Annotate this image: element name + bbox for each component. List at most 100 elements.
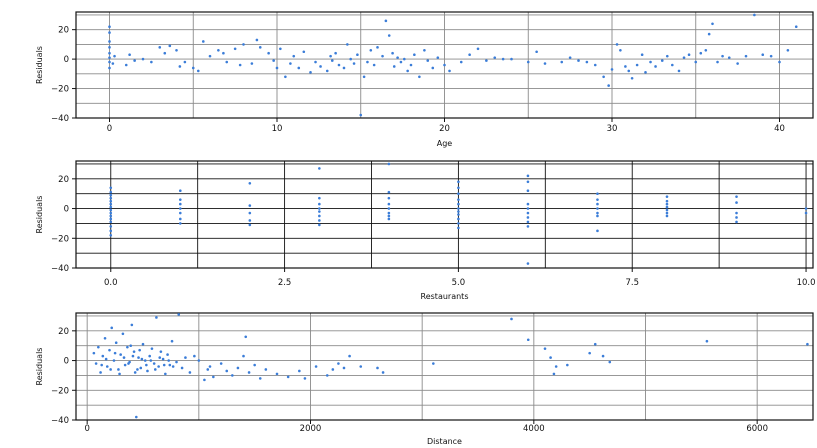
data-point — [108, 51, 111, 55]
data-point — [157, 365, 160, 368]
data-point — [94, 362, 98, 365]
data-point — [665, 205, 669, 209]
data-point — [133, 59, 136, 62]
data-point — [704, 48, 708, 52]
data-point — [476, 47, 480, 51]
data-point — [543, 347, 547, 350]
data-point — [264, 368, 268, 371]
data-point — [178, 211, 182, 215]
data-point — [168, 363, 172, 367]
data-point — [150, 347, 154, 350]
data-point — [735, 211, 738, 215]
data-point — [392, 65, 396, 68]
y-tick-label: 0 — [64, 357, 69, 367]
data-point — [436, 56, 440, 59]
y-tick-label: 0 — [64, 205, 69, 215]
data-point — [769, 54, 773, 58]
data-point — [168, 44, 172, 48]
data-point — [665, 54, 669, 58]
data-point — [109, 234, 113, 237]
data-point — [242, 354, 245, 358]
y-tick-label: 20 — [58, 175, 69, 185]
data-point — [535, 50, 538, 54]
data-point — [127, 362, 130, 365]
data-point — [526, 207, 530, 210]
data-point — [183, 60, 187, 64]
data-point — [166, 353, 169, 356]
data-point — [103, 336, 107, 340]
y-tick-label: 0 — [64, 55, 69, 65]
data-point — [113, 54, 116, 58]
x-tick-label: 20 — [439, 124, 450, 134]
data-point — [665, 214, 669, 218]
data-point — [158, 356, 162, 359]
data-point — [153, 368, 157, 371]
data-point — [108, 46, 111, 49]
data-point — [348, 354, 351, 358]
data-point — [372, 63, 376, 67]
data-point — [665, 208, 669, 212]
data-point — [387, 211, 391, 215]
data-point — [721, 54, 724, 58]
data-point — [119, 353, 122, 356]
data-point — [248, 223, 252, 227]
data-point — [585, 60, 589, 64]
data-point — [289, 62, 292, 65]
data-point — [212, 375, 215, 379]
data-point — [113, 351, 117, 355]
data-point — [159, 350, 163, 353]
data-point — [457, 226, 460, 230]
data-point — [286, 375, 290, 379]
x-tick-label: 0 — [84, 424, 89, 434]
data-point — [206, 368, 210, 371]
data-point — [526, 338, 530, 342]
data-point — [526, 216, 530, 219]
data-point — [170, 339, 174, 343]
data-point — [314, 365, 318, 368]
data-point — [682, 56, 686, 59]
data-point — [707, 32, 711, 36]
data-point — [601, 354, 605, 358]
data-point — [566, 363, 569, 367]
x-tick-label: 10 — [272, 124, 283, 134]
data-point — [457, 222, 460, 225]
data-point — [272, 59, 275, 62]
data-point — [297, 66, 301, 70]
data-point — [457, 207, 460, 210]
data-point — [177, 313, 181, 316]
data-point — [727, 56, 731, 59]
data-point — [279, 47, 282, 51]
data-point — [318, 207, 321, 210]
data-point — [109, 186, 113, 190]
data-point — [359, 365, 363, 368]
data-point — [794, 25, 798, 29]
data-point — [238, 63, 242, 67]
data-point — [231, 374, 234, 377]
data-point — [146, 369, 149, 373]
data-point — [109, 217, 113, 221]
data-point — [109, 196, 113, 200]
data-point — [596, 207, 599, 210]
data-point — [121, 332, 125, 336]
data-point — [665, 195, 669, 198]
data-point — [302, 50, 306, 54]
data-point — [318, 223, 321, 227]
data-point — [593, 63, 597, 67]
data-point — [665, 202, 669, 206]
data-point — [109, 193, 113, 197]
data-point — [325, 69, 329, 73]
data-point — [387, 207, 391, 210]
data-point — [109, 208, 113, 212]
x-tick-label: 5.0 — [452, 278, 466, 288]
y-tick-label: −40 — [51, 114, 69, 124]
data-point — [627, 69, 631, 73]
data-point — [736, 62, 739, 65]
data-point — [267, 51, 270, 55]
data-point — [346, 43, 349, 46]
data-point — [197, 359, 201, 362]
x-tick-label: 4000 — [523, 424, 545, 434]
data-point — [665, 199, 669, 203]
data-point — [596, 192, 599, 195]
data-point — [101, 354, 105, 358]
data-point — [654, 65, 657, 68]
